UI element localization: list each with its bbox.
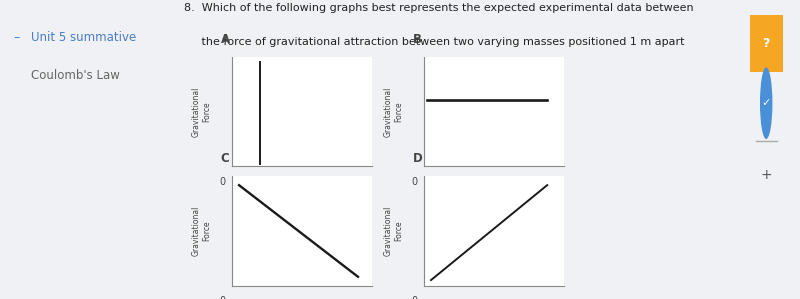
Text: Gravitational
Force: Gravitational Force	[383, 86, 403, 137]
Text: Gravitational
Force: Gravitational Force	[191, 206, 211, 256]
Text: –: –	[14, 31, 20, 44]
Circle shape	[760, 67, 773, 139]
Text: Coulomb's Law: Coulomb's Law	[31, 69, 120, 82]
Text: 0: 0	[411, 177, 418, 187]
Text: 0: 0	[219, 177, 226, 187]
Text: Unit 5 summative: Unit 5 summative	[31, 31, 136, 44]
Text: Gravitational
Force: Gravitational Force	[383, 206, 403, 256]
Text: Mass: Mass	[489, 181, 514, 191]
Text: +: +	[760, 168, 772, 182]
Text: 0: 0	[411, 297, 418, 299]
Text: ✓: ✓	[762, 98, 771, 108]
Text: D: D	[413, 152, 422, 166]
Text: B: B	[413, 33, 422, 46]
Text: Mass: Mass	[297, 181, 322, 191]
Text: A: A	[221, 33, 230, 46]
FancyBboxPatch shape	[750, 15, 783, 72]
Text: the force of gravitational attraction between two varying masses positioned 1 m : the force of gravitational attraction be…	[183, 37, 684, 48]
Text: 8.  Which of the following graphs best represents the expected experimental data: 8. Which of the following graphs best re…	[183, 3, 693, 13]
Text: 0: 0	[219, 297, 226, 299]
Text: C: C	[221, 152, 230, 166]
Text: Gravitational
Force: Gravitational Force	[191, 86, 211, 137]
Text: ?: ?	[762, 37, 770, 50]
